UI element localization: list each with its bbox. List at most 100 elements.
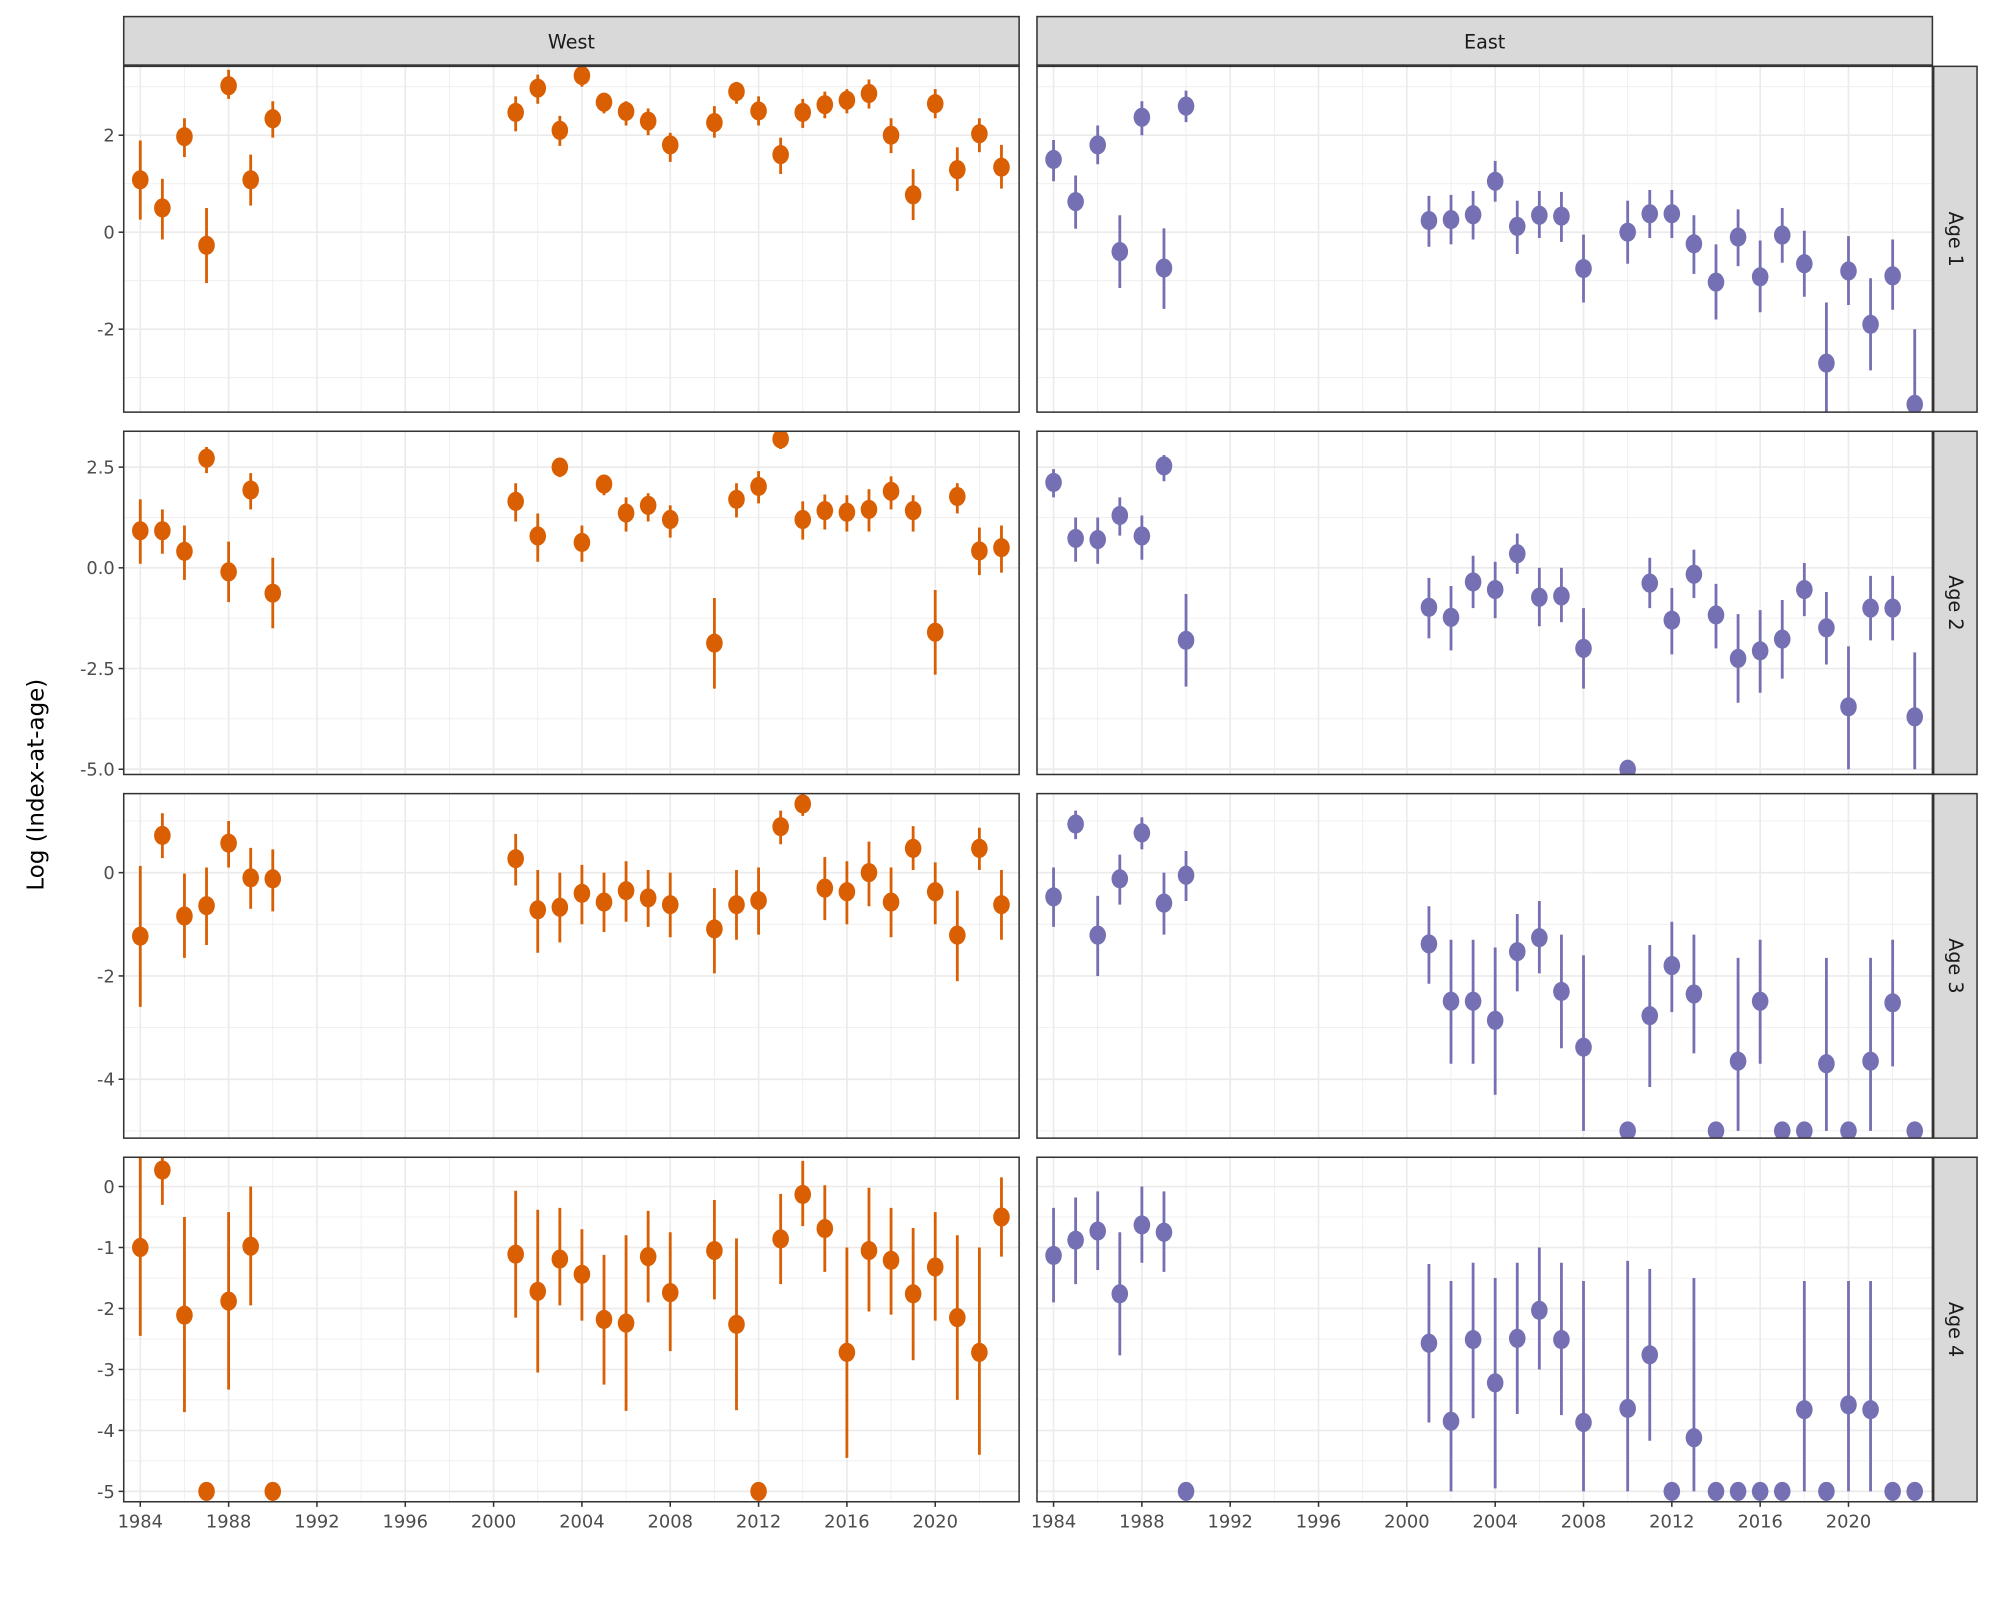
point-1990 bbox=[1177, 865, 1195, 885]
point-2022 bbox=[1884, 993, 1901, 1013]
point-2004 bbox=[573, 1264, 591, 1284]
point-2001 bbox=[507, 102, 524, 122]
point-2006 bbox=[1531, 587, 1548, 607]
point-2005 bbox=[1508, 942, 1526, 962]
point-1987 bbox=[198, 235, 215, 255]
point-1984 bbox=[131, 926, 149, 946]
point-1989 bbox=[242, 1236, 259, 1256]
point-2023 bbox=[1906, 707, 1924, 727]
point-1986 bbox=[176, 1305, 193, 1325]
point-2020 bbox=[1840, 1395, 1857, 1415]
point-2016 bbox=[838, 1342, 856, 1362]
point-2010 bbox=[706, 633, 723, 653]
x-tick-label: 2012 bbox=[736, 1511, 781, 1532]
panel-west-age-1: -2 0 2 bbox=[97, 65, 1020, 413]
point-2006 bbox=[617, 503, 635, 523]
point-2010 bbox=[706, 113, 723, 133]
point-2004 bbox=[573, 66, 591, 86]
point-1990 bbox=[1177, 1481, 1195, 1501]
panel-border bbox=[1036, 1156, 1934, 1503]
point-1990 bbox=[264, 583, 282, 603]
point-2006 bbox=[1531, 1300, 1548, 1320]
point-2006 bbox=[1531, 928, 1548, 948]
point-2003 bbox=[1464, 991, 1482, 1011]
point-1989 bbox=[1155, 456, 1173, 476]
point-2002 bbox=[1442, 210, 1460, 230]
panel-border bbox=[1036, 792, 1934, 1139]
point-2021 bbox=[949, 925, 966, 945]
point-1986 bbox=[1089, 1221, 1107, 1241]
point-2014 bbox=[794, 509, 812, 530]
point-1986 bbox=[176, 541, 193, 561]
y-tick-label: -2.5 bbox=[80, 659, 115, 680]
point-2001 bbox=[1420, 210, 1438, 231]
point-2005 bbox=[1508, 1328, 1526, 1348]
point-2006 bbox=[617, 101, 635, 122]
point-1989 bbox=[242, 170, 259, 190]
panel-east-age-4: 1984 1988 1992 1996 2000 2004 2008 2012 2016 2020 bbox=[1031, 1156, 1934, 1532]
point-2010 bbox=[1619, 1121, 1636, 1139]
point-2004 bbox=[1486, 1010, 1504, 1030]
point-2008 bbox=[1575, 1037, 1592, 1057]
point-2013 bbox=[772, 431, 789, 449]
point-2004 bbox=[573, 532, 591, 553]
point-2020 bbox=[926, 622, 944, 642]
point-1989 bbox=[1155, 1222, 1173, 1242]
x-tick-label: 1992 bbox=[1207, 1511, 1252, 1532]
point-2023 bbox=[1906, 1121, 1924, 1139]
point-2023 bbox=[993, 895, 1010, 915]
point-2011 bbox=[728, 489, 745, 509]
point-1988 bbox=[1133, 107, 1151, 127]
point-2014 bbox=[1707, 272, 1725, 292]
point-2016 bbox=[1751, 991, 1769, 1011]
point-2002 bbox=[529, 1281, 547, 1301]
point-2012 bbox=[1663, 610, 1681, 630]
point-2006 bbox=[617, 1313, 635, 1333]
y-tick-label: 0 bbox=[103, 863, 114, 884]
point-2014 bbox=[794, 794, 812, 814]
point-2020 bbox=[926, 1257, 944, 1277]
y-tick-label: 0 bbox=[103, 223, 114, 244]
y-tick-label: -1 bbox=[97, 1238, 115, 1259]
point-1987 bbox=[1111, 242, 1129, 262]
point-2008 bbox=[1575, 638, 1592, 658]
data-points bbox=[131, 66, 1010, 284]
point-1988 bbox=[220, 76, 237, 96]
strip-age-1 bbox=[1932, 65, 1978, 413]
point-2013 bbox=[772, 817, 789, 837]
point-1985 bbox=[154, 521, 171, 541]
point-2023 bbox=[1906, 1481, 1924, 1501]
point-2016 bbox=[1751, 267, 1769, 287]
point-2015 bbox=[816, 878, 834, 898]
x-tick-label: 2008 bbox=[1561, 1511, 1606, 1532]
point-1985 bbox=[154, 1160, 171, 1180]
point-1984 bbox=[1045, 472, 1062, 492]
point-2007 bbox=[639, 888, 657, 908]
point-1984 bbox=[1045, 1245, 1062, 1265]
panel-background bbox=[123, 793, 1020, 1139]
point-2011 bbox=[728, 81, 745, 102]
point-2019 bbox=[1818, 353, 1835, 373]
panel-border bbox=[122, 792, 1020, 1139]
point-2016 bbox=[838, 882, 856, 902]
point-1986 bbox=[1089, 135, 1107, 155]
point-2015 bbox=[816, 1219, 834, 1239]
panel-background bbox=[1036, 793, 1933, 1139]
point-2010 bbox=[706, 1240, 723, 1261]
y-tick-label: -5.0 bbox=[80, 760, 115, 781]
point-1987 bbox=[198, 1481, 215, 1501]
panel-west-age-2: -5.0 -2.5 0.0 2.5 bbox=[80, 430, 1020, 781]
point-2017 bbox=[860, 83, 878, 104]
panel-background bbox=[123, 66, 1020, 413]
point-2007 bbox=[1553, 586, 1570, 606]
point-2010 bbox=[1619, 759, 1636, 775]
point-2018 bbox=[882, 125, 900, 145]
point-2021 bbox=[1862, 1400, 1879, 1420]
point-2013 bbox=[772, 1229, 789, 1249]
point-2022 bbox=[971, 838, 988, 858]
point-2015 bbox=[1729, 227, 1747, 247]
x-tick-label: 2000 bbox=[471, 1511, 516, 1532]
point-2021 bbox=[949, 1308, 966, 1328]
data-points bbox=[1045, 810, 1924, 1139]
point-2019 bbox=[1818, 1481, 1835, 1501]
